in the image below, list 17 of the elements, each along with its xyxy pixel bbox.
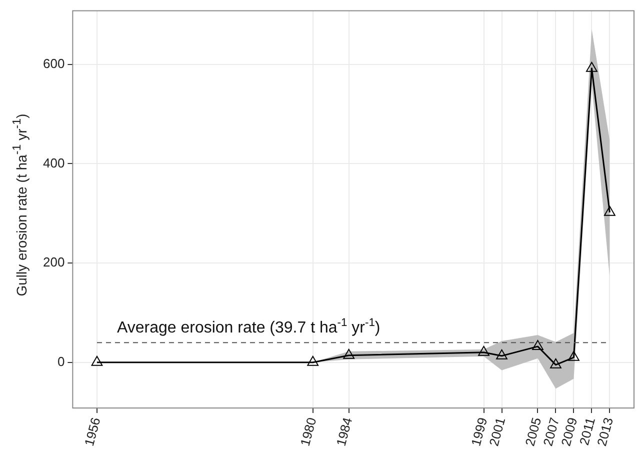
- x-tick-label: 1984: [333, 416, 356, 448]
- point: [307, 356, 319, 366]
- point: [568, 350, 580, 361]
- x-tick-label: 1980: [297, 416, 320, 448]
- point: [604, 206, 616, 216]
- y-tick-label: 400: [42, 155, 65, 170]
- point: [91, 356, 103, 366]
- point: [586, 62, 598, 72]
- y-tick-label: 200: [42, 254, 65, 270]
- point: [496, 349, 508, 360]
- y-tick-label: 600: [42, 56, 65, 72]
- point: [343, 348, 355, 359]
- x-tick-label: 1956: [81, 416, 104, 448]
- y-tick-label: 0: [57, 354, 65, 369]
- point: [550, 358, 562, 368]
- point: [532, 340, 544, 350]
- point: [478, 346, 490, 356]
